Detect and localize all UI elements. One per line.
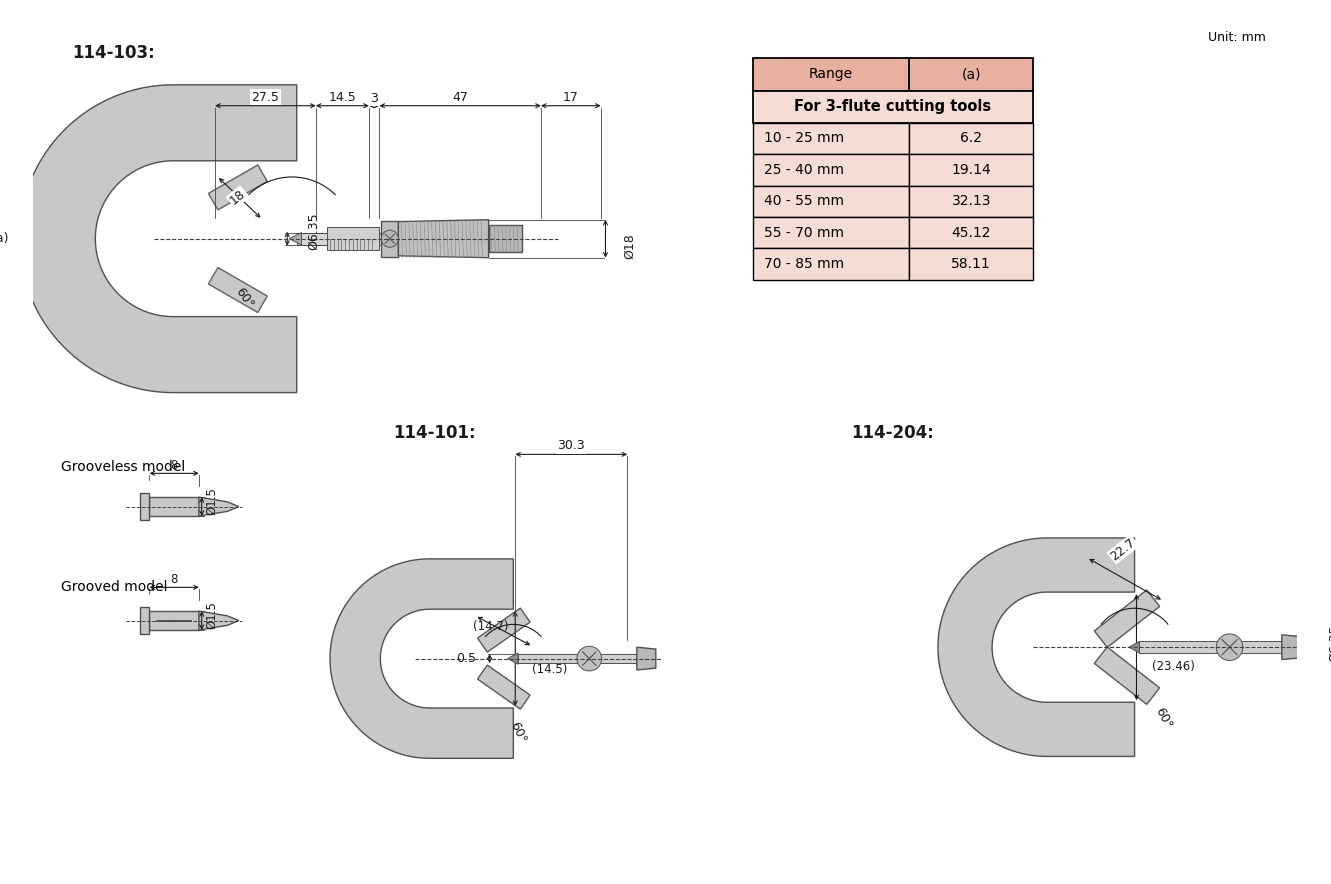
Bar <box>753 154 909 186</box>
Polygon shape <box>398 220 488 258</box>
Text: 6.2: 6.2 <box>960 132 982 146</box>
Text: 47: 47 <box>453 91 469 103</box>
Polygon shape <box>149 497 198 516</box>
Polygon shape <box>1094 590 1159 647</box>
Text: (14.7): (14.7) <box>473 620 508 633</box>
Text: 19.14: 19.14 <box>952 163 992 177</box>
Text: 17: 17 <box>563 91 579 103</box>
Polygon shape <box>297 232 487 245</box>
Bar <box>909 123 1033 154</box>
Text: 58.11: 58.11 <box>952 257 992 271</box>
Text: 60°: 60° <box>1153 705 1174 731</box>
Polygon shape <box>381 221 398 256</box>
Text: 45.12: 45.12 <box>952 225 992 240</box>
Polygon shape <box>140 493 149 520</box>
Text: 0.5: 0.5 <box>457 652 476 665</box>
Polygon shape <box>289 232 302 245</box>
Bar <box>753 90 1033 123</box>
Text: 60°: 60° <box>233 285 256 310</box>
Text: Ø1.5: Ø1.5 <box>206 601 218 629</box>
Polygon shape <box>488 225 522 252</box>
Text: 40 - 55 mm: 40 - 55 mm <box>764 194 844 209</box>
Polygon shape <box>149 611 198 630</box>
Text: Grooveless model: Grooveless model <box>61 460 185 474</box>
Text: 14.5: 14.5 <box>329 91 357 103</box>
Bar <box>909 58 1033 90</box>
Bar <box>753 248 909 279</box>
Polygon shape <box>327 227 379 250</box>
Bar <box>753 186 909 217</box>
Polygon shape <box>636 647 656 670</box>
Text: (23.46): (23.46) <box>1151 659 1194 673</box>
Text: 32.13: 32.13 <box>952 194 992 209</box>
Bar <box>909 217 1033 248</box>
Bar <box>753 58 909 90</box>
Polygon shape <box>209 165 268 210</box>
Text: 8: 8 <box>170 460 178 472</box>
Polygon shape <box>198 497 238 516</box>
Text: 8: 8 <box>170 573 178 586</box>
Text: Ø18: Ø18 <box>623 233 636 259</box>
Polygon shape <box>140 607 149 634</box>
Text: 3: 3 <box>370 92 378 104</box>
Polygon shape <box>1139 642 1282 653</box>
Text: For 3-flute cutting tools: For 3-flute cutting tools <box>795 99 992 114</box>
Polygon shape <box>938 538 1134 757</box>
Bar <box>909 154 1033 186</box>
Bar <box>753 123 909 154</box>
Text: 70 - 85 mm: 70 - 85 mm <box>764 257 844 271</box>
Bar <box>753 217 909 248</box>
Polygon shape <box>198 611 238 630</box>
Text: 60°: 60° <box>507 720 528 745</box>
Polygon shape <box>518 654 636 663</box>
Circle shape <box>381 230 398 248</box>
Text: 114-204:: 114-204: <box>852 423 934 441</box>
Text: Ø6.35: Ø6.35 <box>307 212 321 250</box>
Circle shape <box>576 646 602 671</box>
Text: (a): (a) <box>0 232 9 245</box>
Text: Ø1.5: Ø1.5 <box>206 487 218 514</box>
Text: 55 - 70 mm: 55 - 70 mm <box>764 225 844 240</box>
Text: (14.5): (14.5) <box>532 664 568 676</box>
Bar <box>909 186 1033 217</box>
Polygon shape <box>1282 635 1303 659</box>
Text: 30.3: 30.3 <box>558 439 586 453</box>
Polygon shape <box>1094 647 1159 705</box>
Circle shape <box>1217 634 1243 660</box>
Text: 18: 18 <box>228 187 248 207</box>
Text: Range: Range <box>809 67 853 81</box>
Polygon shape <box>507 653 518 664</box>
Text: Grooved model: Grooved model <box>61 580 168 594</box>
Polygon shape <box>1129 642 1139 653</box>
Bar <box>909 248 1033 279</box>
Text: 114-101:: 114-101: <box>394 423 476 441</box>
Polygon shape <box>20 85 297 392</box>
Text: Ø6.35: Ø6.35 <box>1328 625 1331 662</box>
Polygon shape <box>330 559 514 758</box>
Text: 25 - 40 mm: 25 - 40 mm <box>764 163 844 177</box>
Polygon shape <box>209 268 268 312</box>
Text: 10 - 25 mm: 10 - 25 mm <box>764 132 844 146</box>
Text: 114-103:: 114-103: <box>73 43 156 62</box>
Text: 22.7: 22.7 <box>1109 536 1138 563</box>
Text: 27.5: 27.5 <box>252 91 280 103</box>
Text: Unit: mm: Unit: mm <box>1207 31 1266 44</box>
Polygon shape <box>478 608 530 652</box>
Text: (a): (a) <box>961 67 981 81</box>
Polygon shape <box>478 665 530 709</box>
